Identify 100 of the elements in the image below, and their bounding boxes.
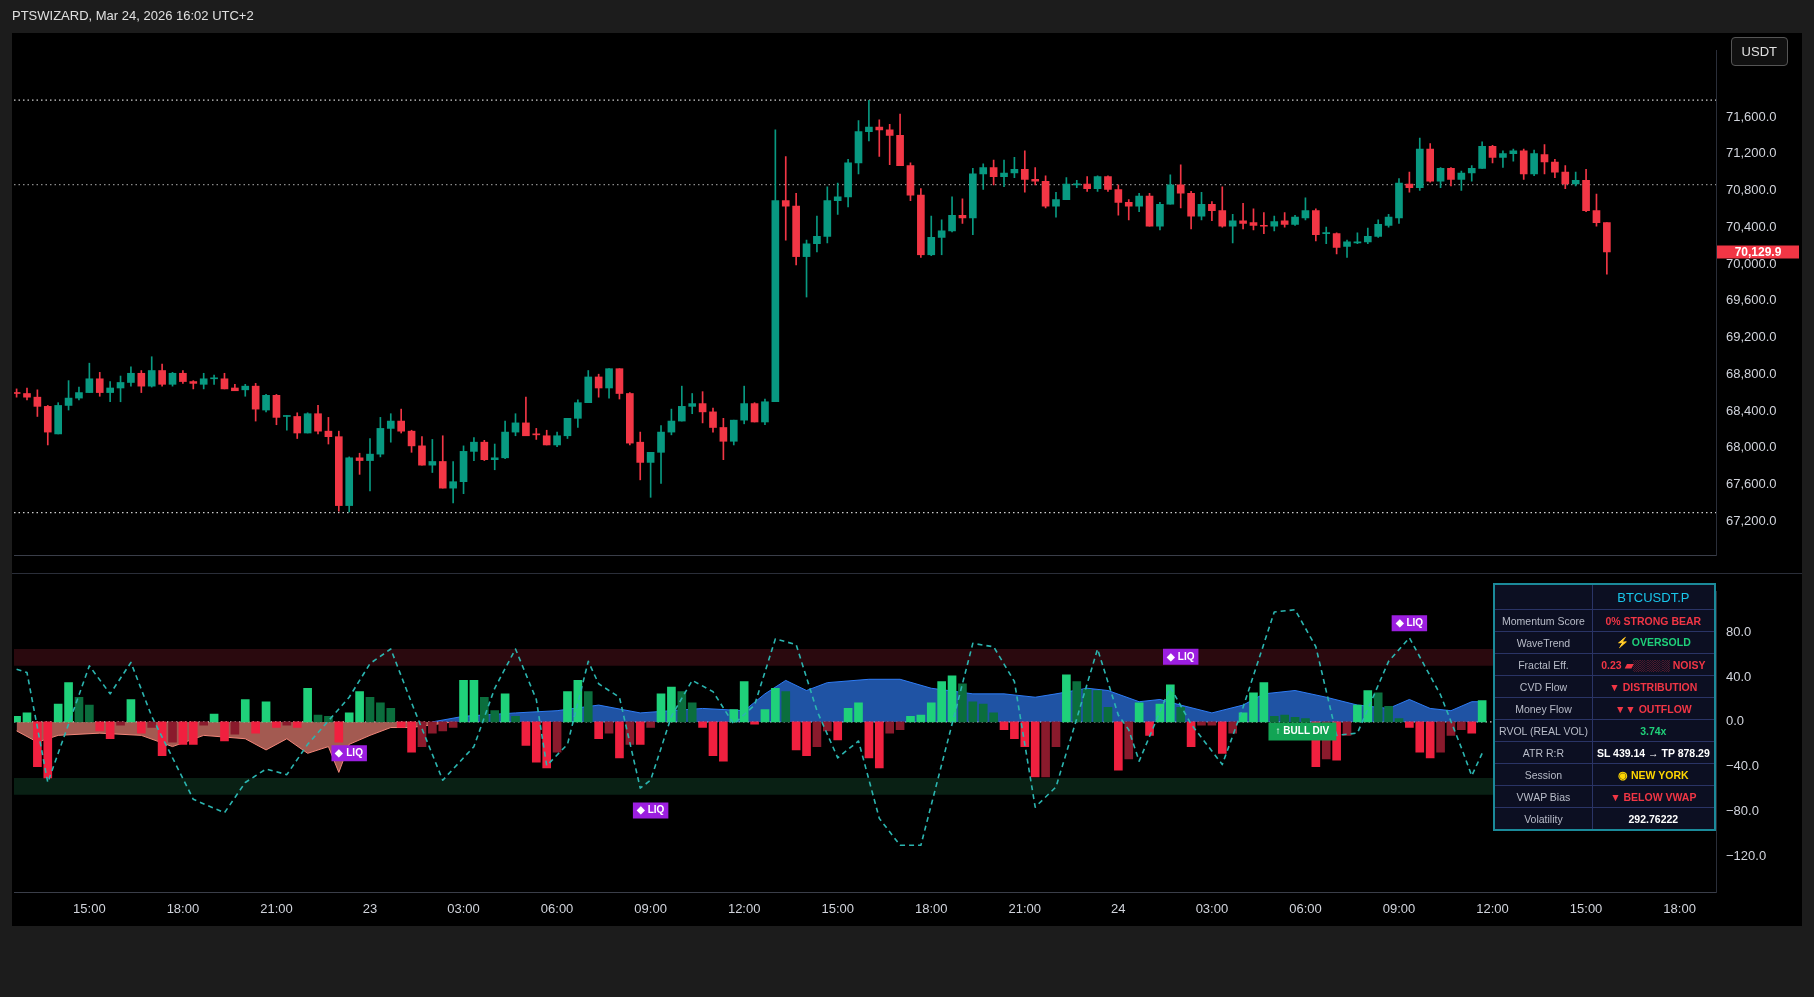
candlestick (1260, 212, 1268, 234)
bar (1259, 682, 1269, 723)
x-tick-label: 09:00 (1382, 900, 1416, 916)
y-tick-label: −40.0 (1726, 758, 1759, 774)
candlestick (366, 438, 374, 492)
bar (594, 721, 603, 740)
bar (822, 721, 832, 732)
annotation: 0.23 ▰░░░░░ NOISY (1592, 653, 1715, 676)
annotation: ATR R:R (1494, 741, 1593, 764)
bar (303, 687, 312, 723)
bar (1457, 721, 1466, 731)
annotation: ▼ BELOW VWAP (1592, 785, 1715, 808)
y-tick-label: 70,800.0 (1726, 182, 1777, 198)
annotation: ▼ DISTRIBUTION (1592, 675, 1715, 698)
bar (220, 721, 229, 742)
bar (116, 721, 125, 726)
candlestick (449, 461, 457, 504)
bar (583, 691, 593, 723)
bar (85, 704, 94, 723)
bar (1103, 707, 1113, 723)
annotation: Session (1494, 763, 1593, 786)
bar (833, 721, 843, 741)
bar (906, 715, 915, 723)
x-tick-label: 06:00 (1289, 900, 1322, 916)
bar (365, 696, 375, 723)
bar (261, 701, 271, 723)
y-tick-label: 80.0 (1726, 623, 1752, 639)
annotation: 3.74x (1592, 719, 1715, 742)
text: BTCUSDT.P (1592, 584, 1715, 610)
candlestick (833, 182, 842, 215)
bar (1093, 690, 1102, 723)
candlestick (1000, 159, 1008, 188)
bar (1062, 674, 1071, 723)
bar (719, 721, 728, 762)
x-tick-label: 18:00 (1663, 900, 1696, 916)
bar (1082, 689, 1092, 723)
x-tick-label: 15:00 (1569, 900, 1603, 916)
bar (677, 691, 687, 723)
candlestick (386, 413, 395, 443)
bar (1467, 721, 1477, 734)
bar (864, 721, 874, 759)
bar (292, 721, 302, 728)
bar (843, 708, 853, 723)
bar (802, 721, 811, 756)
annotation: ◆ LIQ (334, 747, 364, 759)
bar (1165, 684, 1175, 723)
annotation: ◆ LIQ (1165, 650, 1195, 662)
bar (168, 721, 177, 743)
bar (178, 721, 188, 745)
bar (1041, 721, 1050, 778)
bar (459, 680, 468, 723)
bar (729, 709, 739, 723)
candlestick (106, 381, 114, 403)
bar (667, 686, 676, 723)
bar (137, 721, 146, 734)
x-tick-label: 15:00 (73, 900, 106, 916)
y-tick-label: 0.0 (1726, 713, 1745, 729)
candlestick (865, 100, 873, 142)
x-tick-label: 24 (1111, 900, 1126, 916)
x-tick-label: 09:00 (634, 900, 667, 916)
bar (469, 680, 479, 723)
bar (1301, 718, 1310, 723)
y-tick-label: 68,000.0 (1726, 439, 1777, 455)
annotation: WaveTrend (1494, 631, 1593, 654)
bar (854, 702, 863, 723)
y-tick-label: 67,200.0 (1726, 512, 1777, 528)
candlestick (813, 215, 821, 253)
bar (230, 721, 240, 735)
bar (552, 721, 562, 753)
bar (126, 699, 136, 723)
bar (1145, 721, 1154, 736)
bar (251, 721, 260, 734)
annotation: SL 439.14 → TP 878.29 (1592, 741, 1715, 764)
x-tick-label: 12:00 (1476, 900, 1509, 916)
bar (771, 687, 780, 723)
candlestick (1124, 199, 1133, 221)
x-tick-label: 03:00 (1195, 900, 1229, 916)
y-tick-label: 40.0 (1726, 668, 1752, 684)
candlestick (1322, 226, 1331, 245)
candlestick (1031, 167, 1040, 186)
bar (1394, 718, 1404, 723)
x-tick-label: 18:00 (166, 900, 200, 916)
y-tick-label: 71,600.0 (1726, 108, 1777, 124)
y-tick-label: 68,400.0 (1726, 402, 1777, 418)
bar (698, 721, 707, 728)
y-tick-label: −120.0 (1726, 848, 1767, 864)
chart-title: PTSWIZARD, Mar 24, 2026 16:02 UTC+2 (12, 8, 254, 23)
candlestick (1176, 164, 1185, 209)
bar (147, 721, 157, 728)
bar (1051, 721, 1061, 747)
bar (521, 721, 531, 746)
candlestick (688, 393, 697, 415)
line-series (15, 608, 1483, 847)
candlestick (885, 123, 894, 166)
candlestick (875, 119, 884, 157)
candlestick (979, 163, 988, 190)
bar (1124, 721, 1134, 760)
annotation: ◆ LIQ (1394, 616, 1424, 628)
x-tick-label: 18:00 (914, 900, 948, 916)
bar (812, 721, 822, 747)
